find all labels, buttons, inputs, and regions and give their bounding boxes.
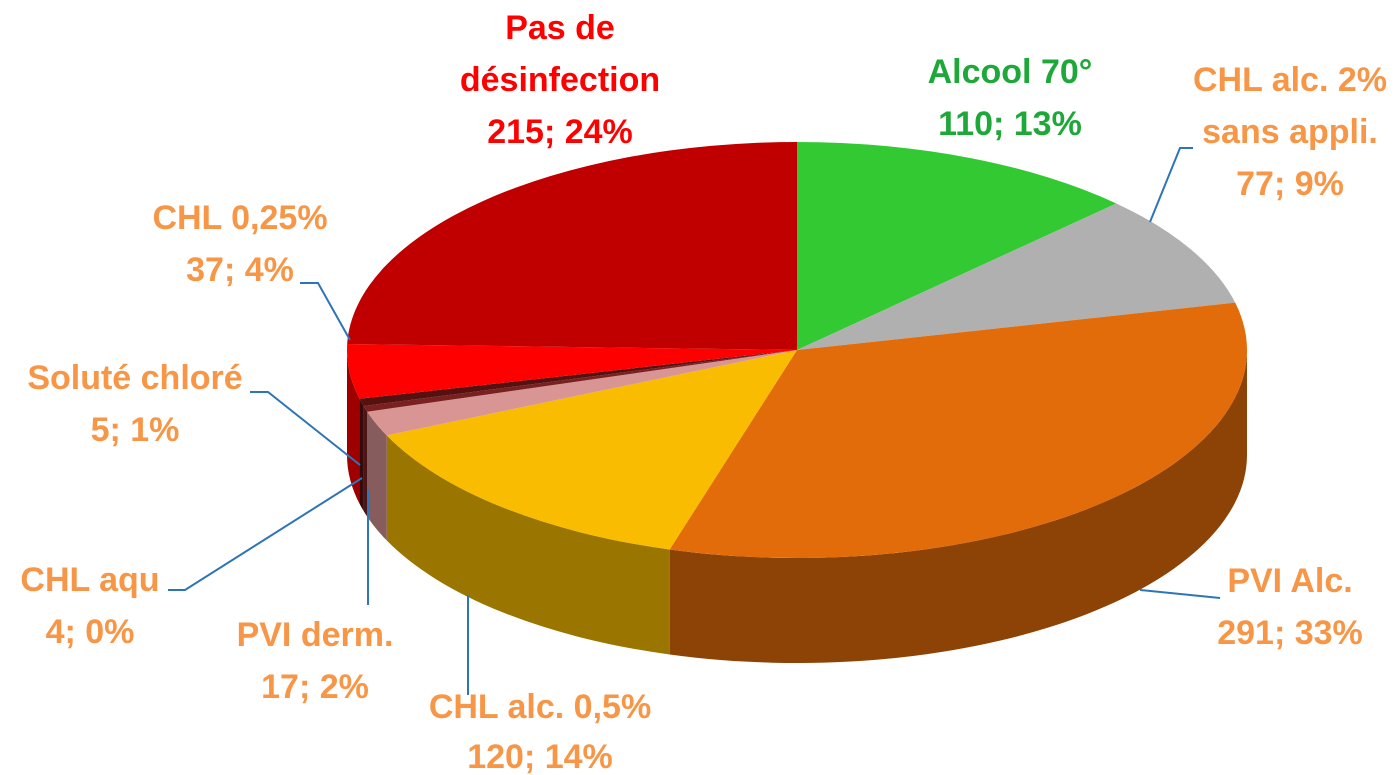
data-label: CHL aqu 4; 0% bbox=[5, 554, 175, 658]
slice bbox=[797, 142, 1117, 350]
slice-side bbox=[669, 350, 1247, 663]
label-name: PVI derm. bbox=[236, 616, 394, 654]
label-value: 5; 1% bbox=[90, 411, 180, 449]
leader-line bbox=[168, 477, 363, 591]
label-value: 215; 24% bbox=[487, 113, 633, 151]
slice bbox=[346, 344, 797, 399]
label-name: CHL aqu bbox=[20, 561, 160, 599]
data-label: PVI Alc. 291; 33% bbox=[1190, 555, 1390, 659]
label-value: 77; 9% bbox=[1236, 165, 1344, 203]
label-value: 291; 33% bbox=[1217, 614, 1363, 652]
label-name: PVI Alc. bbox=[1227, 562, 1353, 600]
label-name: CHL alc. 0,5% bbox=[428, 688, 652, 726]
label-name: CHL 0,25% bbox=[152, 199, 328, 237]
label-value: 17; 2% bbox=[261, 668, 369, 706]
slice-side bbox=[359, 398, 364, 511]
label-name: CHL alc. 2% sans appli. bbox=[1192, 61, 1387, 151]
slice-side bbox=[347, 350, 360, 504]
label-name: Pas de désinfection bbox=[459, 9, 661, 99]
data-label: Soluté chloré 5; 1% bbox=[5, 352, 265, 456]
leader-line bbox=[250, 391, 361, 466]
slice bbox=[386, 350, 797, 550]
label-value: 120; 14% bbox=[467, 738, 613, 775]
data-label: Alcool 70° 110; 13% bbox=[900, 46, 1120, 150]
slice bbox=[797, 203, 1236, 350]
data-label: CHL alc. 2% sans appli. 77; 9% bbox=[1160, 54, 1399, 210]
leader-line bbox=[300, 282, 351, 341]
slice bbox=[669, 302, 1247, 558]
leader-line bbox=[1139, 589, 1221, 599]
data-label: CHL alc. 0,5% 120; 14% bbox=[390, 682, 690, 775]
label-value: 37; 4% bbox=[186, 251, 294, 289]
slice-side bbox=[386, 435, 670, 655]
data-label: Pas de désinfection 215; 24% bbox=[430, 2, 690, 158]
label-name: Alcool 70° bbox=[927, 53, 1093, 91]
label-value: 110; 13% bbox=[938, 105, 1082, 143]
slice bbox=[359, 350, 797, 406]
data-label: CHL 0,25% 37; 4% bbox=[130, 192, 350, 296]
data-label: PVI derm. 17; 2% bbox=[195, 609, 435, 713]
label-value: 4; 0% bbox=[45, 613, 135, 651]
leader-line bbox=[1149, 147, 1193, 223]
slice bbox=[347, 142, 797, 350]
slice bbox=[367, 350, 797, 436]
slice-side bbox=[367, 411, 387, 541]
slice-side bbox=[363, 405, 368, 517]
label-name: Soluté chloré bbox=[27, 359, 243, 397]
slice bbox=[363, 350, 797, 412]
